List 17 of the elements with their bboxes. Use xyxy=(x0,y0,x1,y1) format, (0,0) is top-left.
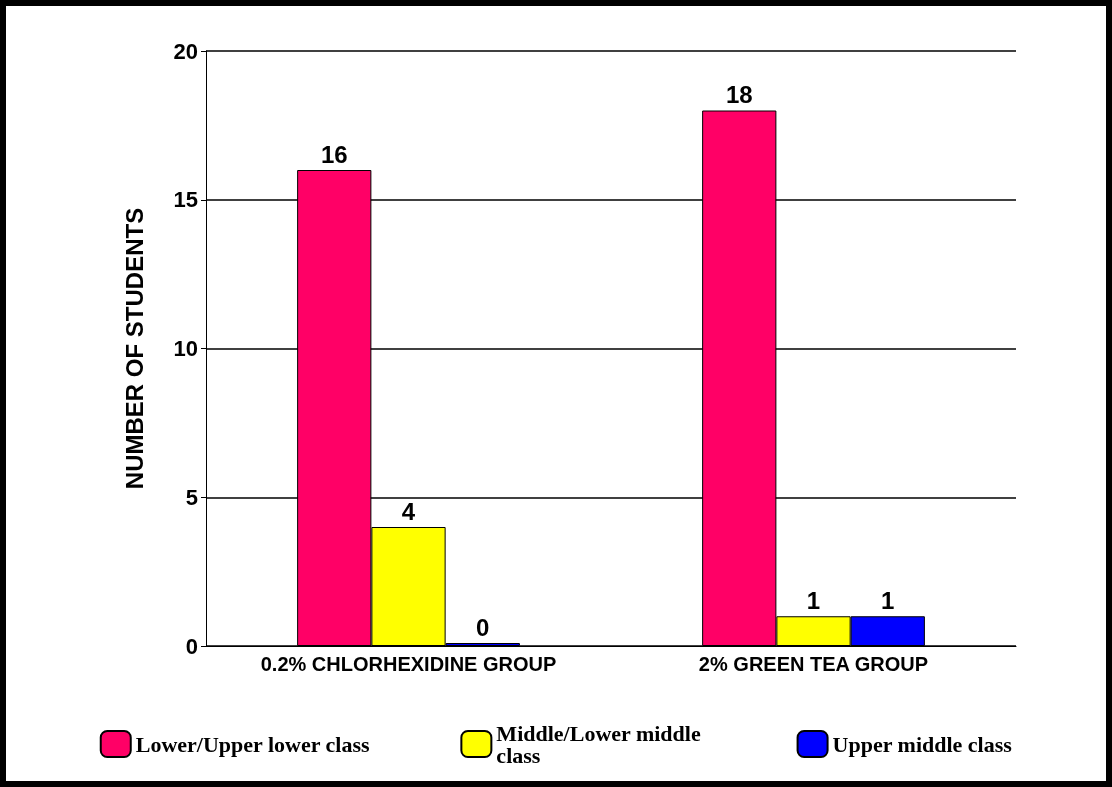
legend-label: Lower/Upper lower class xyxy=(135,731,371,757)
data-label: 0 xyxy=(476,613,490,641)
data-label: 1 xyxy=(806,586,821,614)
y-tick-label: 15 xyxy=(173,187,198,213)
data-label: 4 xyxy=(401,497,416,525)
data-label: 1 xyxy=(881,586,895,614)
x-tick-label: 2% GREEN TEA GROUP xyxy=(698,653,929,675)
legend-label: Upper middle class xyxy=(832,731,1013,757)
x-tick-label: 0.2% CHLORHEXIDINE GROUP xyxy=(260,653,557,675)
legend-label: Middle/Lower middle class xyxy=(496,720,707,768)
data-label: 16 xyxy=(320,140,348,168)
data-label: 18 xyxy=(725,81,753,108)
y-tick-label: 10 xyxy=(173,336,198,361)
y-tick-label: 5 xyxy=(185,484,198,510)
y-tick-label: 0 xyxy=(185,633,198,659)
y-tick-label: 20 xyxy=(173,38,198,64)
y-axis-title: NUMBER OF STUDENTS xyxy=(120,207,148,490)
